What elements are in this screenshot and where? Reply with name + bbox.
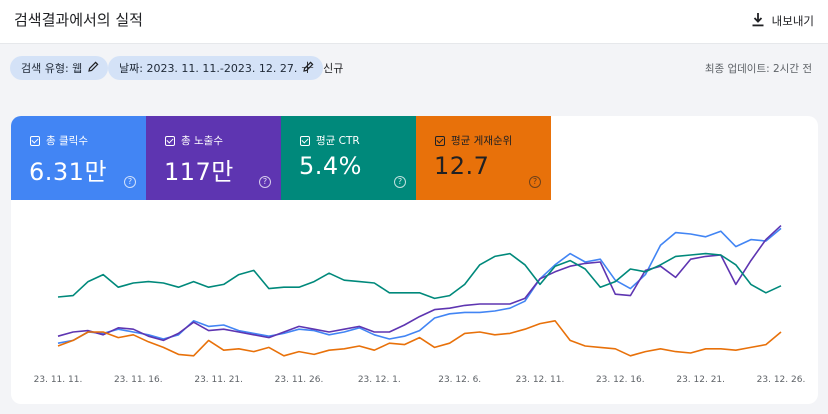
- series-line-0: [57, 227, 782, 344]
- export-label: 내보내기: [771, 14, 814, 28]
- pencil-icon: [88, 61, 99, 75]
- metric-header: 총 노출수: [165, 133, 223, 148]
- performance-card: 총 클릭수 6.31만 ? 총 노출수 117만 ? 평균 CTR 5.4% ?…: [11, 116, 818, 404]
- help-icon[interactable]: ?: [529, 176, 541, 188]
- download-icon: [752, 12, 764, 31]
- export-button[interactable]: 내보내기: [752, 8, 814, 34]
- date-label: 날짜: 2023. 11. 11.-2023. 12. 27.: [119, 62, 298, 75]
- metric-value: 6.31만: [29, 158, 108, 186]
- x-tick-label: 23. 12. 1.: [358, 375, 401, 385]
- metric-card-impressions[interactable]: 총 노출수 117만 ?: [146, 116, 281, 200]
- x-tick-label: 23. 12. 21.: [676, 375, 725, 385]
- checkbox-icon[interactable]: [300, 135, 310, 146]
- metric-header: 평균 CTR: [300, 133, 360, 148]
- new-filter-button[interactable]: + 신규: [300, 56, 343, 80]
- page-title: 검색결과에서의 실적: [14, 11, 143, 29]
- x-tick-label: 23. 11. 16.: [114, 375, 163, 385]
- checkbox-icon[interactable]: [165, 135, 175, 146]
- chart-svg: 23. 11. 11. 23. 11. 16. 23. 11. 21. 23. 11.…: [34, 225, 806, 385]
- checkbox-icon[interactable]: [435, 135, 445, 146]
- series-lines: [57, 225, 782, 357]
- search-type-filter-chip[interactable]: 검색 유형: 웹: [10, 56, 109, 80]
- top-bar: 검색결과에서의 실적 내보내기: [0, 0, 828, 44]
- pencil-icon: [303, 61, 314, 75]
- filter-bar: 검색 유형: 웹 날짜: 2023. 11. 11.-2023. 12. 27.…: [0, 44, 828, 92]
- metric-card-ctr[interactable]: 평균 CTR 5.4% ?: [281, 116, 416, 200]
- x-tick-label: 23. 11. 21.: [194, 375, 243, 385]
- metric-value: 5.4%: [299, 152, 362, 180]
- metric-header: 총 클릭수: [30, 133, 88, 148]
- x-tick-label: 23. 12. 11.: [516, 375, 565, 385]
- help-icon[interactable]: ?: [124, 176, 136, 188]
- metric-label: 총 노출수: [181, 135, 223, 147]
- metric-value: 117만: [164, 158, 234, 186]
- metric-value: 12.7: [434, 152, 490, 180]
- date-filter-chip[interactable]: 날짜: 2023. 11. 11.-2023. 12. 27.: [108, 56, 324, 80]
- metric-card-clicks[interactable]: 총 클릭수 6.31만 ?: [11, 116, 146, 200]
- x-tick-label: 23. 12. 16.: [596, 375, 645, 385]
- metric-header: 평균 게재순위: [435, 133, 512, 148]
- help-icon[interactable]: ?: [259, 176, 271, 188]
- x-tick-label: 23. 12. 26.: [757, 375, 806, 385]
- series-line-3: [57, 320, 782, 357]
- x-tick-label: 23. 12. 6.: [438, 375, 481, 385]
- help-icon[interactable]: ?: [394, 176, 406, 188]
- search-type-label: 검색 유형: 웹: [21, 62, 83, 75]
- plus-icon: +: [300, 57, 316, 78]
- new-filter-label: 신규: [323, 62, 344, 75]
- x-tick-label: 23. 11. 11.: [34, 375, 83, 385]
- metric-label: 총 클릭수: [46, 135, 88, 147]
- metric-label: 평균 CTR: [316, 135, 360, 147]
- series-line-1: [57, 225, 782, 342]
- x-axis-ticks: 23. 11. 11. 23. 11. 16. 23. 11. 21. 23. 11.…: [34, 375, 806, 385]
- checkbox-icon[interactable]: [30, 135, 40, 146]
- metric-card-position[interactable]: 평균 게재순위 12.7 ?: [416, 116, 551, 200]
- x-tick-label: 23. 11. 26.: [275, 375, 324, 385]
- last-updated-text: 최종 업데이트: 2시간 전: [704, 63, 812, 75]
- metric-label: 평균 게재순위: [451, 135, 513, 147]
- series-line-2: [57, 252, 782, 300]
- performance-chart[interactable]: 23. 11. 11. 23. 11. 16. 23. 11. 21. 23. 11.…: [11, 200, 818, 404]
